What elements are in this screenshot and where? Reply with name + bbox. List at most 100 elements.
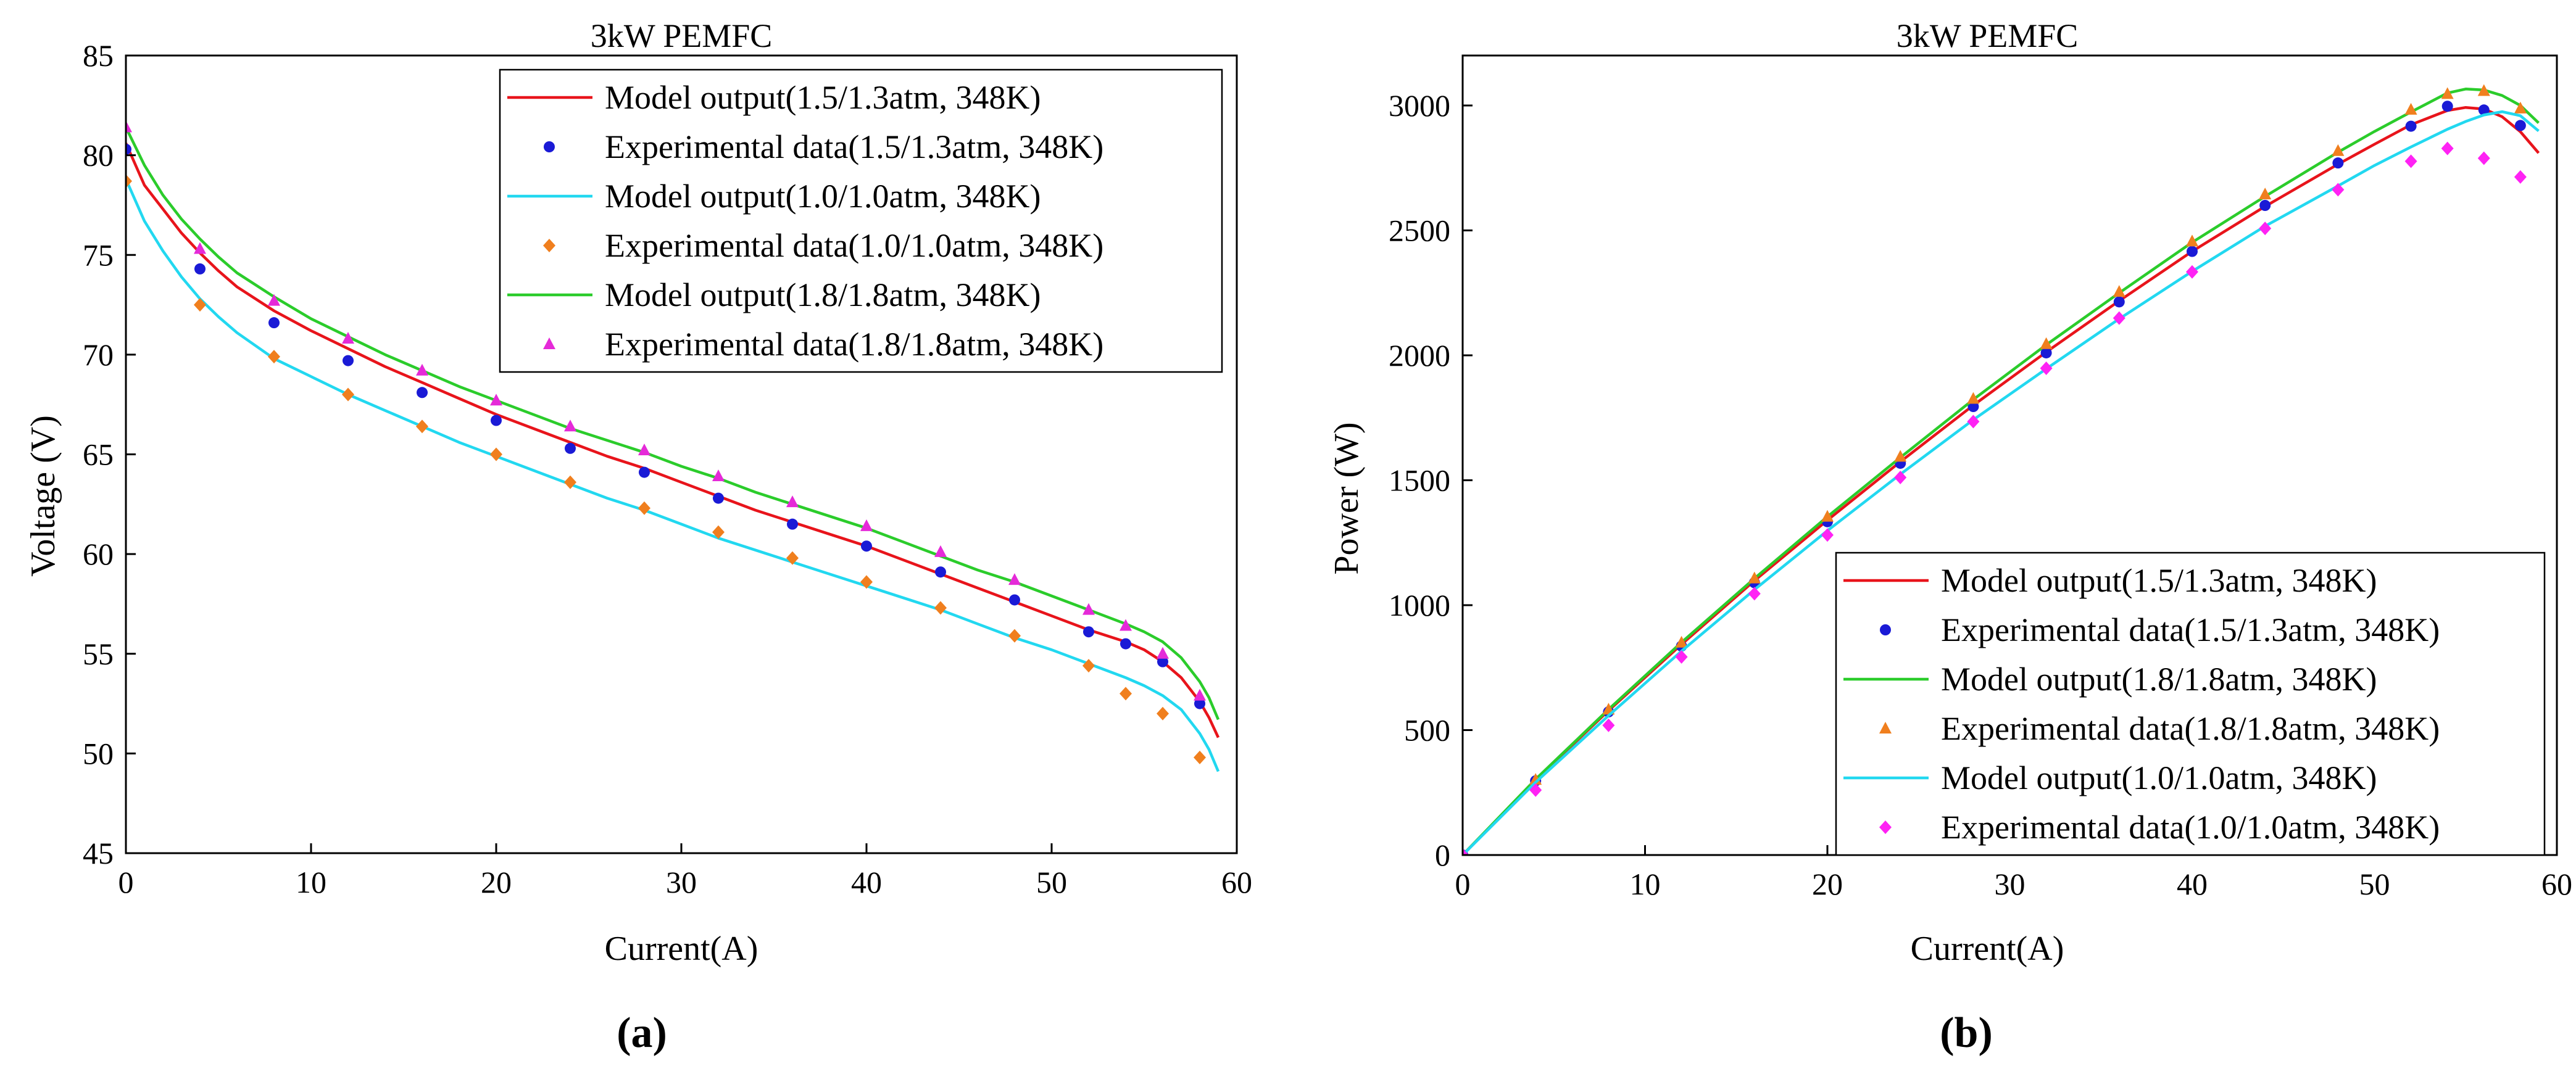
series-markers [126, 143, 1205, 709]
x-tick-label: 0 [1455, 867, 1471, 901]
data-point [1879, 722, 1892, 733]
data-point [2478, 104, 2490, 116]
data-point [1675, 650, 1688, 664]
data-point [1194, 698, 1205, 709]
y-tick-label: 3000 [1389, 88, 1450, 123]
legend-label: Model output(1.0/1.0atm, 348K) [1941, 759, 2377, 796]
y-tick-label: 65 [83, 437, 114, 472]
y-tick-label: 55 [83, 637, 114, 671]
data-point [1009, 594, 1020, 606]
legend-box [1835, 552, 2546, 856]
x-tick-label: 10 [1630, 867, 1661, 901]
series-markers [126, 174, 1206, 764]
legend-label: Model output(1.5/1.3atm, 348K) [1941, 562, 2377, 599]
data-point [490, 447, 502, 461]
data-point [268, 350, 280, 364]
data-point [1894, 471, 1907, 485]
legend-label: Experimental data(1.0/1.0atm, 348K) [1941, 809, 2440, 846]
data-point [1008, 629, 1021, 643]
x-tick-label: 40 [2177, 867, 2208, 901]
series-markers [126, 120, 1206, 701]
series-markers [1463, 84, 2527, 855]
data-point [1675, 635, 1688, 648]
x-tick-label: 30 [1995, 867, 2025, 901]
data-point [860, 575, 873, 589]
legend: Model output(1.5/1.3atm, 348K) Experiment… [499, 68, 1223, 373]
legend-label: Experimental data(1.5/1.3atm, 348K) [605, 128, 1103, 165]
data-point [2332, 157, 2344, 169]
data-point [194, 298, 206, 312]
data-point [2113, 311, 2125, 325]
y-tick-label: 0 [1435, 838, 1450, 872]
x-tick-label: 40 [851, 865, 882, 899]
data-point [268, 317, 280, 329]
data-point [2187, 246, 2198, 257]
data-point [2405, 120, 2417, 132]
series-line [126, 178, 1220, 772]
data-point [1120, 638, 1131, 650]
data-point [1748, 587, 1761, 601]
x-tick-label: 50 [1036, 865, 1067, 899]
data-point [543, 337, 555, 349]
data-point [2259, 221, 2272, 236]
data-point [713, 492, 724, 504]
data-point [543, 239, 555, 252]
data-point [1821, 528, 1834, 542]
x-tick-label: 60 [1221, 865, 1252, 899]
data-point [1879, 820, 1892, 834]
data-point [1529, 773, 1542, 785]
data-point [1082, 659, 1095, 673]
data-point [126, 120, 132, 133]
y-axis-label: Power (W) [1327, 422, 1366, 574]
series-markers [1463, 141, 2527, 855]
data-point [2404, 102, 2417, 115]
data-point [1120, 687, 1132, 701]
data-point [2514, 170, 2527, 184]
y-tick-label: 85 [83, 38, 114, 73]
data-point [2441, 141, 2454, 155]
data-point [712, 469, 725, 482]
data-point [342, 387, 354, 402]
data-point [1194, 688, 1206, 701]
data-point [1463, 848, 1469, 855]
y-tick-label: 50 [83, 736, 114, 771]
data-point [564, 419, 576, 432]
data-point [934, 545, 947, 557]
data-point [1602, 718, 1615, 732]
legend-label: Model output(1.0/1.0atm, 348K) [605, 178, 1041, 215]
legend-label: Model output(1.8/1.8atm, 348K) [605, 276, 1041, 313]
data-point [1157, 656, 1168, 667]
plot-area: 0 10 20 30 40 50 60 0 500 1000 1500 2000 2500 3000 Mod… [1389, 54, 2572, 901]
legend-label: Experimental data(1.8/1.8atm, 348K) [1941, 710, 2440, 747]
data-point [638, 501, 650, 515]
x-axis-label: Current(A) [605, 930, 758, 968]
data-point [2477, 151, 2490, 165]
data-point [416, 419, 428, 434]
x-axis-label: Current(A) [1911, 930, 2064, 968]
data-point [1157, 647, 1169, 659]
legend-label: Experimental data(1.8/1.8atm, 348K) [605, 326, 1103, 363]
data-point [2113, 296, 2125, 308]
y-tick-label: 1500 [1389, 463, 1450, 498]
data-point [126, 143, 131, 155]
x-tick-label: 10 [296, 865, 326, 899]
legend-label: Model output(1.8/1.8atm, 348K) [1941, 661, 2377, 698]
data-point [1821, 510, 1834, 522]
data-point [2186, 265, 2198, 279]
y-tick-label: 1000 [1389, 588, 1450, 622]
data-point [1120, 619, 1132, 631]
data-point [342, 332, 354, 344]
data-point [194, 263, 206, 275]
data-point [2040, 347, 2052, 358]
x-tick-label: 30 [666, 865, 697, 899]
data-point [544, 141, 555, 152]
chart-title: 3kW PEMFC [591, 17, 773, 54]
data-point [491, 415, 502, 426]
legend-label: Model output(1.5/1.3atm, 348K) [605, 79, 1041, 116]
data-point [2441, 87, 2454, 99]
data-point [2332, 183, 2345, 197]
data-point [860, 519, 873, 531]
x-tick-label: 50 [2359, 867, 2390, 901]
chart-panel-b: 3kW PEMFC 0 10 20 30 40 50 60 0 500 1000 1500 2000 2… [1327, 17, 2572, 1057]
